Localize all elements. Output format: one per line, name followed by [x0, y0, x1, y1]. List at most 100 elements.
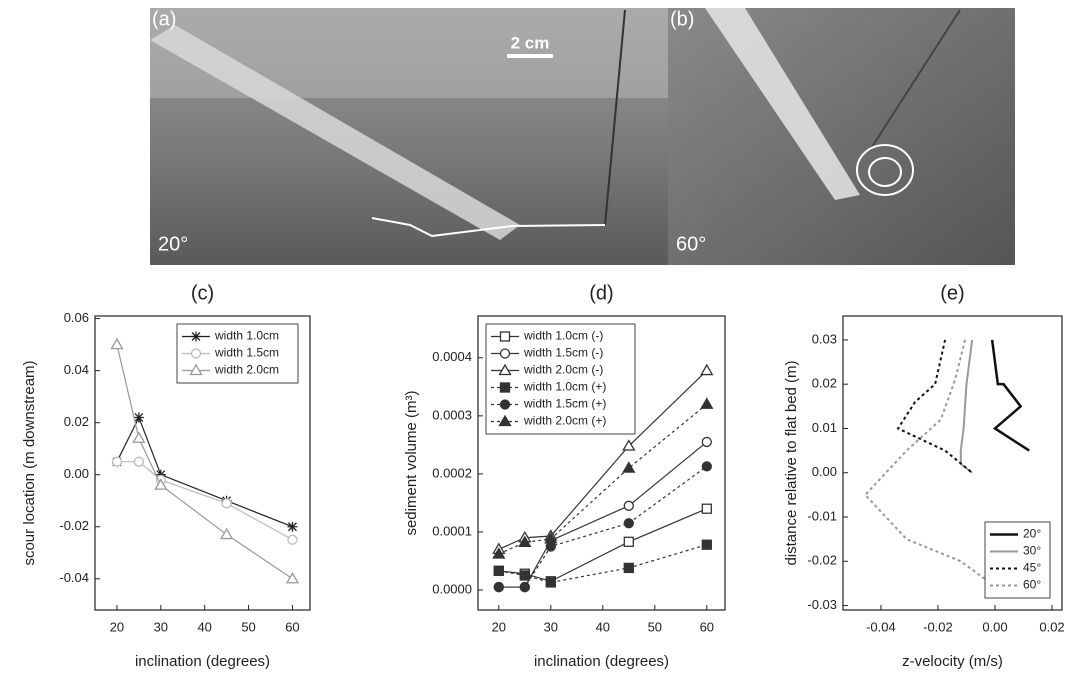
marker	[287, 573, 298, 583]
y-tick-label: -0.02	[807, 553, 837, 568]
y-tick-label: -0.04	[59, 570, 89, 585]
x-axis-label: inclination (degrees)	[534, 653, 669, 670]
marker	[287, 522, 297, 532]
x-tick-label: 20	[110, 619, 124, 634]
marker	[133, 433, 144, 443]
y-axis-label: sediment volume (m³)	[403, 390, 420, 535]
marker	[624, 563, 633, 572]
legend-label: width 1.0cm (-)	[523, 329, 603, 343]
photo-angle: 20°	[158, 233, 188, 255]
legend-label: width 1.5cm (+)	[523, 397, 606, 411]
y-tick-label: 0.00	[64, 466, 89, 481]
x-tick-label: 40	[197, 619, 211, 634]
y-tick-label: 0.04	[64, 362, 89, 377]
marker	[288, 535, 297, 544]
series-line	[499, 442, 707, 587]
legend-label: width 2.0cm (-)	[523, 363, 603, 377]
series-line	[117, 462, 293, 540]
y-tick-label: 0.0002	[432, 465, 472, 480]
marker	[624, 501, 633, 510]
series-line	[961, 340, 972, 473]
series-line	[499, 466, 707, 587]
x-tick-label: 0.02	[1039, 619, 1064, 634]
chart-title: (e)	[940, 282, 964, 304]
marker	[191, 332, 201, 342]
marker	[501, 400, 510, 409]
marker	[546, 578, 555, 587]
marker	[701, 365, 712, 375]
figure: (a) 2 cm 20° (b) 60° (c)inclination (deg…	[0, 0, 1069, 675]
photo-b: (b) 60°	[668, 8, 1015, 265]
series-line	[992, 340, 1029, 451]
y-axis-label: scour location (m downstream)	[21, 360, 38, 565]
marker	[702, 540, 711, 549]
y-tick-label: 0.03	[812, 331, 837, 346]
page: (a) 2 cm 20° (b) 60° (c)inclination (deg…	[0, 0, 1069, 675]
y-tick-label: 0.0001	[432, 523, 472, 538]
marker	[501, 383, 510, 392]
legend-label: width 1.0cm (+)	[523, 380, 606, 394]
y-tick-label: 0.01	[812, 420, 837, 435]
y-tick-label: 0.0003	[432, 407, 472, 422]
y-tick-label: -0.01	[807, 508, 837, 523]
chart-title: (d)	[589, 282, 613, 304]
photo-label: (a)	[152, 8, 176, 30]
x-axis-label: z-velocity (m/s)	[902, 653, 1003, 670]
marker	[623, 463, 634, 473]
photo-background	[668, 8, 1015, 265]
y-axis-label: distance relative to flat bed (m)	[783, 360, 800, 565]
series-line	[499, 545, 707, 583]
scale-label: 2 cm	[511, 33, 550, 52]
marker	[494, 583, 503, 592]
marker	[624, 537, 633, 546]
y-tick-label: -0.03	[807, 597, 837, 612]
chart-title: (c)	[191, 282, 214, 304]
marker	[222, 499, 231, 508]
legend-label: width 1.5cm (-)	[523, 346, 603, 360]
y-tick-label: 0.0004	[432, 349, 472, 364]
chart: (c)inclination (degrees)scour location (…	[21, 282, 310, 670]
marker	[702, 462, 711, 471]
marker	[494, 566, 503, 575]
legend-label: 30°	[1023, 544, 1041, 558]
x-tick-label: 30	[154, 619, 168, 634]
x-tick-label: 0.00	[982, 619, 1007, 634]
marker	[192, 349, 201, 358]
x-tick-label: 40	[596, 619, 610, 634]
marker	[520, 583, 529, 592]
chart: (e) z-velocity (m/s) distance relative to …	[783, 282, 1065, 670]
photo-label: (b)	[670, 8, 694, 30]
x-tick-label: -0.04	[866, 619, 896, 634]
y-tick-label: 0.06	[64, 310, 89, 325]
series-line	[117, 417, 293, 526]
x-tick-label: 60	[700, 619, 714, 634]
legend-label: width 2.0cm	[214, 363, 279, 377]
x-tick-label: 20	[492, 619, 506, 634]
x-tick-label: -0.02	[923, 619, 953, 634]
y-tick-label: 0.02	[64, 414, 89, 429]
y-tick-label: 0.0000	[432, 581, 472, 596]
marker	[111, 339, 122, 349]
legend-label: 20°	[1023, 527, 1041, 541]
photo-angle: 60°	[676, 233, 706, 255]
marker	[624, 519, 633, 528]
photo-a: (a) 2 cm 20°	[150, 8, 668, 265]
marker	[501, 332, 510, 341]
x-tick-label: 50	[241, 619, 255, 634]
x-tick-label: 30	[544, 619, 558, 634]
legend-label: width 1.5cm	[214, 346, 279, 360]
legend-label: 60°	[1023, 578, 1041, 592]
marker	[501, 349, 510, 358]
y-tick-label: 0.00	[812, 464, 837, 479]
marker	[702, 437, 711, 446]
legend-label: 45°	[1023, 561, 1041, 575]
x-tick-label: 60	[285, 619, 299, 634]
marker	[112, 457, 121, 466]
marker	[520, 571, 529, 580]
y-tick-label: 0.02	[812, 376, 837, 391]
marker	[221, 529, 232, 539]
marker	[702, 504, 711, 513]
marker	[701, 399, 712, 409]
y-tick-label: -0.02	[59, 518, 89, 533]
chart: (d) inclination (degrees) sediment volume …	[403, 282, 725, 670]
